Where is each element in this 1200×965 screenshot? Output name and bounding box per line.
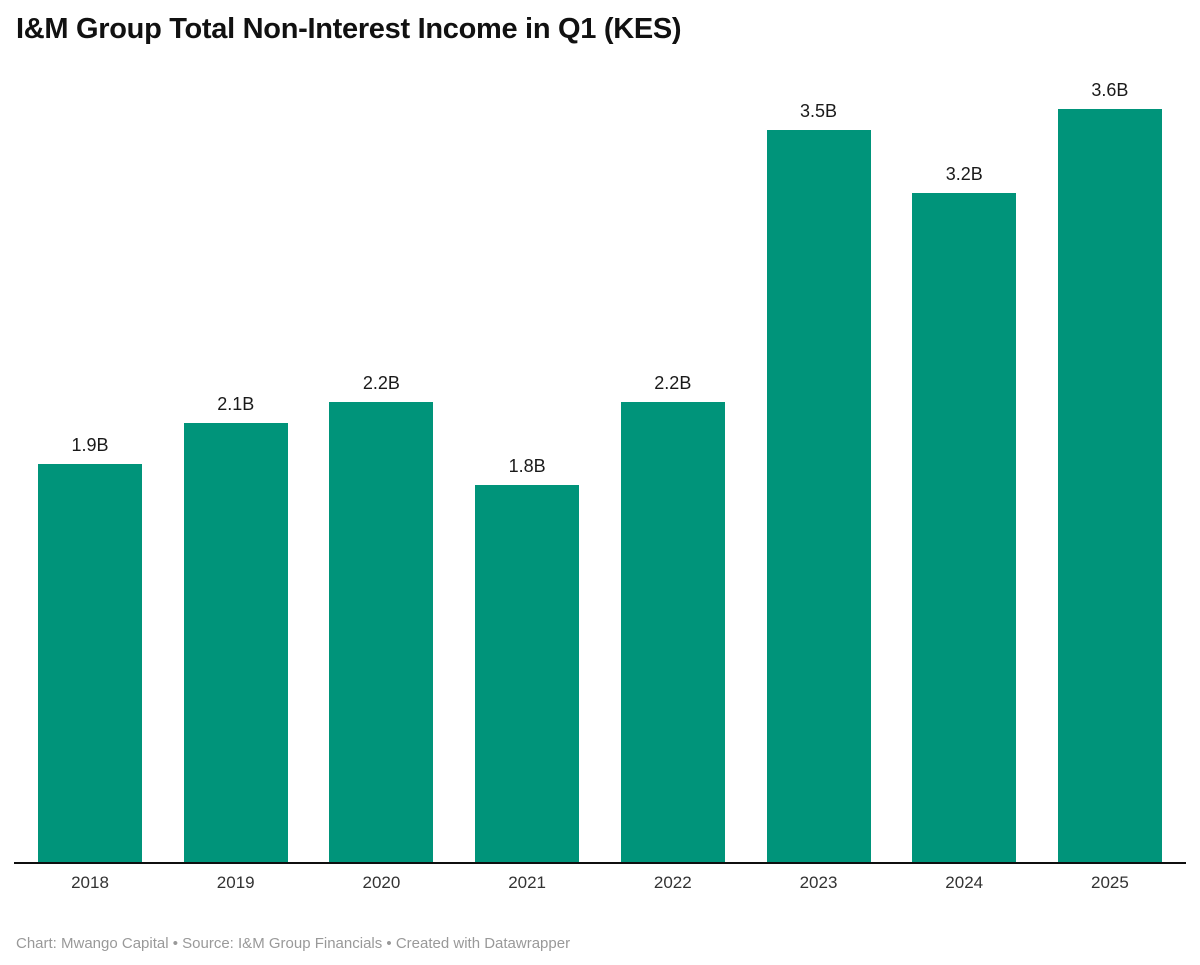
x-tick-label: 2019 <box>216 873 255 892</box>
bar <box>620 402 725 862</box>
bar <box>329 402 434 862</box>
x-tick-label: 2018 <box>71 873 109 892</box>
bar-value-label: 3.6B <box>1091 80 1129 100</box>
bar <box>183 423 288 862</box>
bar-column: 3.6B <box>1057 80 1162 862</box>
x-tick-label: 2022 <box>653 873 692 892</box>
bar <box>475 485 580 862</box>
x-tick-label: 2021 <box>508 873 547 892</box>
x-tick-label: 2025 <box>1091 873 1129 892</box>
bar-value-label: 2.2B <box>654 373 692 393</box>
x-axis-line <box>14 862 1186 864</box>
bar-column: 2.1B <box>183 394 288 862</box>
x-tick-label: 2023 <box>799 873 838 892</box>
bar <box>38 464 142 862</box>
bar-value-label: 3.2B <box>945 164 983 184</box>
bar-column: 3.2B <box>912 164 1017 862</box>
bar-value-label: 2.2B <box>362 373 400 393</box>
bar-column: 1.9B <box>38 435 142 862</box>
bar-column: 1.8B <box>475 456 580 862</box>
bars-row: 1.9B 2.1B 2.2B 1.8B 2.2B 3.5B 3.2B 3.6B <box>14 67 1186 862</box>
bar-column: 2.2B <box>329 373 434 862</box>
bar-value-label: 3.5B <box>800 101 838 121</box>
plot-area: 1.9B 2.1B 2.2B 1.8B 2.2B 3.5B 3.2B 3.6B 2018 201… <box>14 67 1186 893</box>
x-tick-label: 2020 <box>362 873 401 892</box>
page-title: I&M Group Total Non-Interest Income in Q… <box>16 13 682 45</box>
bar-value-label: 1.9B <box>71 435 109 455</box>
bar <box>912 193 1017 862</box>
x-axis-labels: 2018 2019 2020 2021 2022 2023 2024 2025 <box>14 864 1186 893</box>
bar-column: 2.2B <box>620 373 725 862</box>
bar <box>1057 109 1162 862</box>
bar-value-label: 2.1B <box>217 394 255 414</box>
chart-footer: Chart: Mwango Capital • Source: I&M Grou… <box>16 935 571 952</box>
bar-column: 3.5B <box>766 101 871 862</box>
bar-value-label: 1.8B <box>508 456 546 476</box>
x-tick-label: 2024 <box>945 873 984 892</box>
bar <box>766 130 871 862</box>
